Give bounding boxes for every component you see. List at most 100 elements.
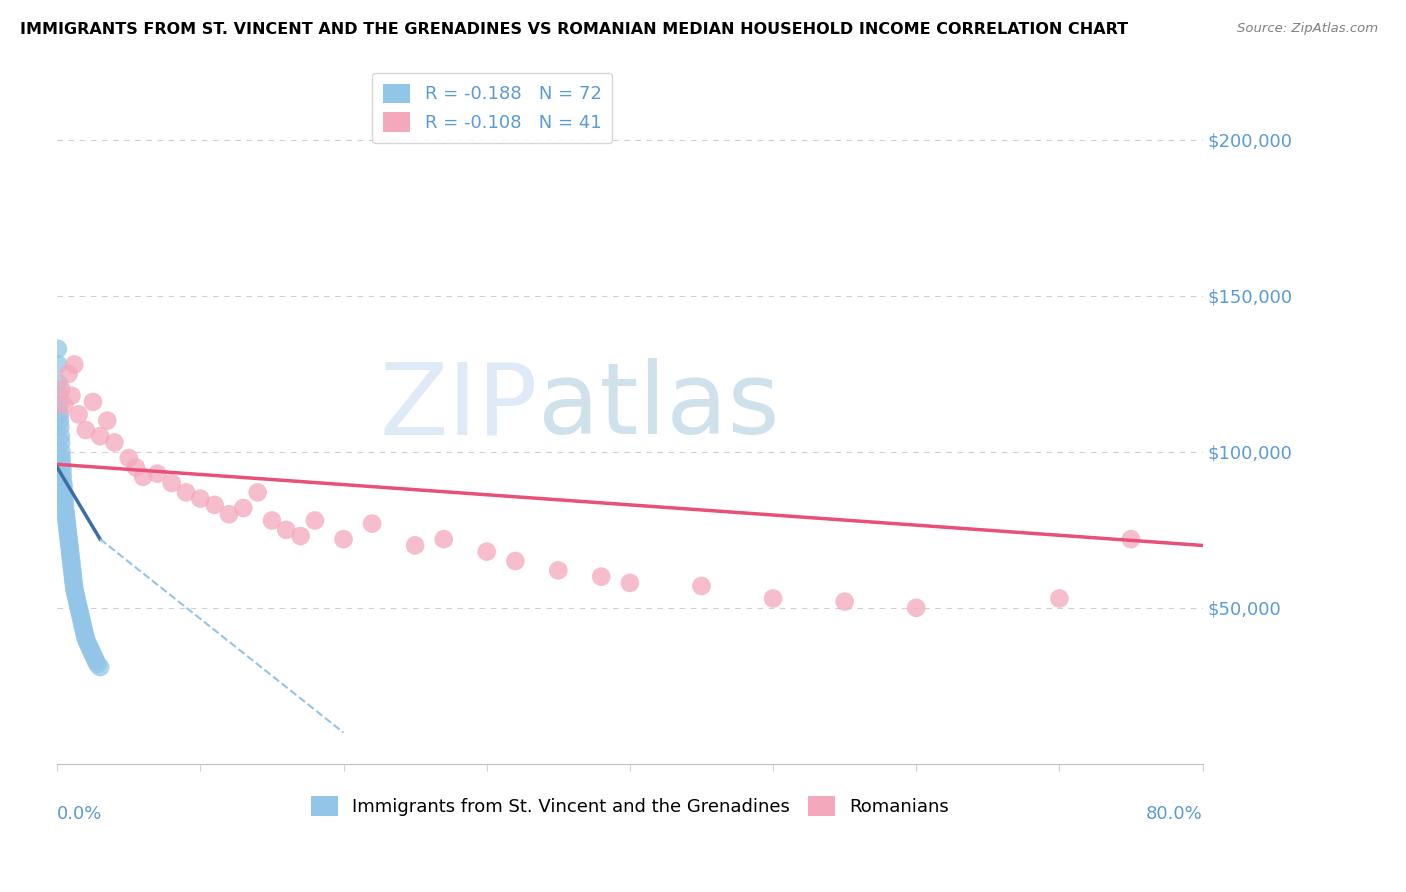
Point <box>67 604 90 618</box>
Legend: Immigrants from St. Vincent and the Grenadines, Romanians: Immigrants from St. Vincent and the Gren… <box>304 789 956 823</box>
Point <box>82 648 104 662</box>
Point <box>59 544 82 558</box>
Point <box>48 389 70 403</box>
Point <box>160 476 183 491</box>
Text: ZIP: ZIP <box>380 359 538 456</box>
Point <box>762 591 785 606</box>
Point <box>53 489 76 503</box>
Point <box>56 519 79 533</box>
Point <box>75 629 97 643</box>
Point <box>174 485 197 500</box>
Point <box>79 641 101 656</box>
Point <box>204 498 226 512</box>
Point <box>276 523 298 537</box>
Point <box>53 485 76 500</box>
Point <box>52 476 75 491</box>
Point <box>73 623 96 637</box>
Point <box>404 538 426 552</box>
Point <box>73 625 96 640</box>
Point <box>55 504 77 518</box>
Point <box>834 594 856 608</box>
Point <box>60 554 83 568</box>
Point <box>103 435 125 450</box>
Point <box>52 464 75 478</box>
Point <box>51 383 73 397</box>
Point <box>51 458 73 472</box>
Point <box>65 588 87 602</box>
Point <box>619 575 641 590</box>
Point <box>86 657 108 671</box>
Point <box>190 491 212 506</box>
Point <box>77 638 100 652</box>
Point <box>70 613 93 627</box>
Point <box>70 616 93 631</box>
Point <box>55 507 77 521</box>
Point <box>60 563 83 577</box>
Point <box>58 529 80 543</box>
Point <box>591 569 613 583</box>
Point <box>56 523 79 537</box>
Point <box>218 507 240 521</box>
Point <box>48 376 70 391</box>
Point <box>89 660 111 674</box>
Point <box>55 510 77 524</box>
Point <box>62 566 84 581</box>
Point <box>59 541 82 556</box>
Text: IMMIGRANTS FROM ST. VINCENT AND THE GRENADINES VS ROMANIAN MEDIAN HOUSEHOLD INCO: IMMIGRANTS FROM ST. VINCENT AND THE GREN… <box>20 22 1128 37</box>
Point <box>125 460 148 475</box>
Point <box>59 550 82 565</box>
Text: 0.0%: 0.0% <box>58 805 103 823</box>
Point <box>96 414 118 428</box>
Point <box>118 451 141 466</box>
Point <box>67 600 90 615</box>
Point <box>60 389 83 403</box>
Point <box>52 479 75 493</box>
Point <box>49 408 72 422</box>
Point <box>80 644 103 658</box>
Point <box>1047 591 1070 606</box>
Point <box>63 358 86 372</box>
Point <box>69 610 91 624</box>
Point <box>72 619 94 633</box>
Point <box>232 500 254 515</box>
Point <box>51 445 73 459</box>
Point <box>53 494 76 508</box>
Point <box>51 435 73 450</box>
Point <box>84 654 107 668</box>
Point <box>56 525 79 540</box>
Point <box>62 569 84 583</box>
Point <box>547 563 569 577</box>
Point <box>49 420 72 434</box>
Point <box>60 560 83 574</box>
Point <box>53 398 76 412</box>
Point <box>58 538 80 552</box>
Point <box>46 358 69 372</box>
Point <box>332 532 354 546</box>
Point <box>66 594 89 608</box>
Point <box>58 367 80 381</box>
Point <box>82 395 104 409</box>
Point <box>58 535 80 549</box>
Point <box>76 635 98 649</box>
Point <box>56 516 79 531</box>
Point <box>75 632 97 646</box>
Point <box>55 513 77 527</box>
Point <box>65 591 87 606</box>
Point <box>69 607 91 621</box>
Point <box>505 554 527 568</box>
Point <box>46 342 69 356</box>
Point <box>83 650 105 665</box>
Point <box>66 598 89 612</box>
Point <box>146 467 169 481</box>
Point <box>63 582 86 596</box>
Point <box>290 529 312 543</box>
Point <box>67 408 90 422</box>
Point <box>905 600 928 615</box>
Text: Source: ZipAtlas.com: Source: ZipAtlas.com <box>1237 22 1378 36</box>
Point <box>132 470 155 484</box>
Point <box>60 557 83 571</box>
Point <box>75 423 97 437</box>
Point <box>433 532 456 546</box>
Point <box>62 573 84 587</box>
Point <box>58 532 80 546</box>
